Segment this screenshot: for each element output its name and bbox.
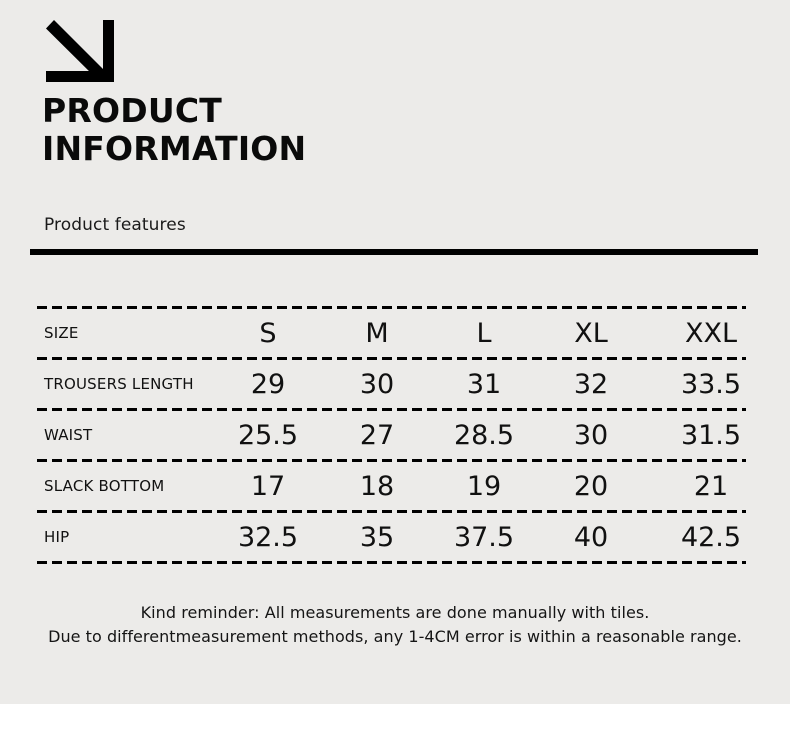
section-label-product-features: Product features [44,215,186,235]
cell-trousers-length-xxl: 33.5 [680,368,742,400]
row-label-waist: WAIST [44,426,93,444]
table-dashed-divider [37,561,746,564]
cell-hip-s: 32.5 [237,521,299,553]
cell-trousers-length-m: 30 [359,368,395,400]
measurement-note-line-1: Kind reminder: All measurements are done… [140,603,650,622]
arrow-down-right-icon [46,20,114,82]
cell-waist-l: 28.5 [453,419,515,451]
cell-hip-l: 37.5 [453,521,515,553]
table-dashed-divider [37,510,746,513]
cell-slack-bottom-xxl: 21 [693,470,729,502]
table-header-row: SIZE S M L XL XXL [37,309,746,357]
table-header-col-xl: XL [574,317,608,349]
table-header-col-s: S [259,317,277,349]
cell-waist-s: 25.5 [237,419,299,451]
cell-slack-bottom-s: 17 [250,470,286,502]
measurement-note-line-2: Due to differentmeasurement methods, any… [48,627,742,646]
cell-waist-xxl: 31.5 [680,419,742,451]
page-title: PRODUCT INFORMATION [42,92,462,168]
cell-trousers-length-l: 31 [466,368,502,400]
cell-trousers-length-xl: 32 [573,368,609,400]
cell-slack-bottom-xl: 20 [573,470,609,502]
table-header-col-m: M [365,317,389,349]
table-dashed-divider [37,459,746,462]
table-dashed-divider [37,408,746,411]
cell-hip-m: 35 [359,521,395,553]
content-panel: PRODUCT INFORMATION Product features SIZ… [0,0,790,704]
page-title-line-2: INFORMATION [42,129,307,168]
table-header-col-xxl: XXL [684,317,738,349]
cell-waist-xl: 30 [573,419,609,451]
section-divider-rule [30,249,758,255]
table-dashed-divider [37,357,746,360]
measurement-note: Kind reminder: All measurements are done… [0,601,790,649]
cell-slack-bottom-m: 18 [359,470,395,502]
table-row: TROUSERS LENGTH 29 30 31 32 33.5 [37,360,746,408]
row-label-hip: HIP [44,528,70,546]
cell-hip-xl: 40 [573,521,609,553]
row-label-slack-bottom: SLACK BOTTOM [44,477,165,495]
cell-trousers-length-s: 29 [250,368,286,400]
table-dashed-divider [37,306,746,309]
cell-hip-xxl: 42.5 [680,521,742,553]
table-row: HIP 32.5 35 37.5 40 42.5 [37,513,746,561]
table-header-label: SIZE [44,324,79,342]
table-row: SLACK BOTTOM 17 18 19 20 21 [37,462,746,510]
cell-slack-bottom-l: 19 [466,470,502,502]
cell-waist-m: 27 [359,419,395,451]
table-row: WAIST 25.5 27 28.5 30 31.5 [37,411,746,459]
page-title-line-1: PRODUCT [42,91,222,130]
table-header-col-l: L [476,317,492,349]
size-chart-table: SIZE S M L XL XXL TROUSERS LENGTH 29 30 … [37,306,746,564]
row-label-trousers-length: TROUSERS LENGTH [44,375,194,393]
